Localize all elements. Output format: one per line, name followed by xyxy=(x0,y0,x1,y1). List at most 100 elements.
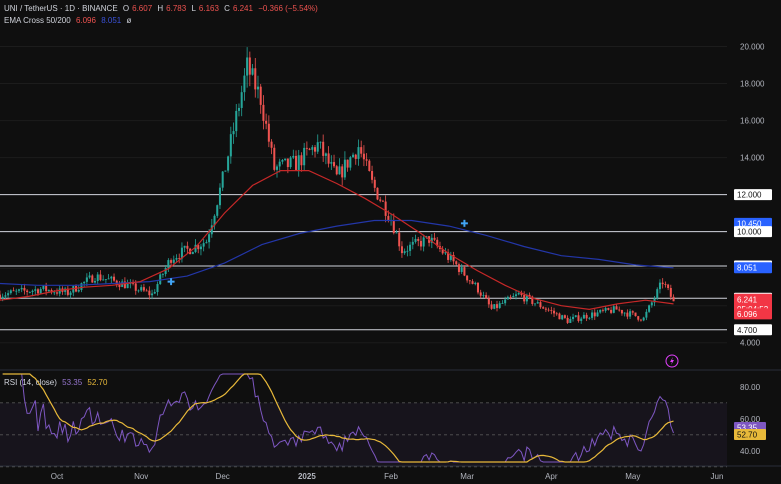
candle-body xyxy=(39,288,42,294)
candle-body xyxy=(457,264,460,272)
candle-body xyxy=(338,166,341,175)
candle-body xyxy=(398,232,401,247)
candle-body xyxy=(645,311,648,318)
candle-body xyxy=(487,298,490,305)
price-tag-0 xyxy=(734,189,772,201)
candle-body xyxy=(91,275,94,283)
candle-body xyxy=(153,291,156,294)
candle-body xyxy=(563,315,566,318)
candle-body xyxy=(210,225,213,235)
candle-body xyxy=(520,293,523,295)
candle-body xyxy=(47,290,50,292)
candle-body xyxy=(648,305,651,312)
candle-body xyxy=(474,282,477,284)
candle-body xyxy=(251,68,254,75)
candle-body xyxy=(476,282,480,293)
candle-body xyxy=(430,237,433,243)
low-value: 6.163 xyxy=(198,4,219,13)
candle-body xyxy=(4,295,7,297)
candle-body xyxy=(650,302,653,306)
ema-200-line xyxy=(0,219,674,286)
candle-body xyxy=(615,306,618,310)
candle-body xyxy=(191,251,194,255)
candle-body xyxy=(322,141,325,156)
candle-body xyxy=(275,166,279,170)
candle-body xyxy=(159,274,162,285)
candle-body xyxy=(362,153,365,160)
candle-body xyxy=(379,199,382,201)
high-label: H xyxy=(157,4,164,13)
candle-body xyxy=(501,303,504,305)
candle-body xyxy=(85,277,88,282)
candle-body xyxy=(664,284,667,285)
candle-body xyxy=(28,292,31,293)
candle-body xyxy=(259,86,262,105)
candle-body xyxy=(455,261,458,265)
candle-body xyxy=(403,251,406,254)
time-tick-label-3: 2025 xyxy=(298,472,316,481)
candle-body xyxy=(102,279,105,281)
candle-body xyxy=(547,309,550,311)
candle-body xyxy=(335,166,338,175)
candle-body xyxy=(607,308,610,310)
price-tick-label-0: 4.000 xyxy=(740,339,761,348)
candle-body xyxy=(381,200,384,202)
candle-body xyxy=(216,205,219,216)
candle-body xyxy=(94,281,97,283)
symbol-legend: UNI / TetherUS · 1D · BINANCE O 6.607 H 6.… xyxy=(4,4,321,14)
time-tick-label-1: Nov xyxy=(134,472,148,481)
candle-body xyxy=(237,107,240,111)
candle-body xyxy=(653,298,656,303)
ema-slow-value: 8.051 xyxy=(101,16,122,25)
candle-body xyxy=(343,159,346,178)
price-tag-label-4: 8.051 xyxy=(737,264,758,273)
price-tag-label-1: 10.450 xyxy=(737,219,762,228)
candle-body xyxy=(667,284,670,288)
candle-body xyxy=(352,154,355,158)
rsi-legend[interactable]: RSI (14, close) 53.35 52.70 xyxy=(4,378,110,388)
symbol-title: UNI / TetherUS · 1D · BINANCE xyxy=(4,4,118,13)
ema-label: EMA Cross 50/200 xyxy=(4,16,71,25)
candle-body xyxy=(634,312,637,317)
candle-body xyxy=(294,155,298,170)
rsi-tick-label-2: 80.00 xyxy=(740,383,761,392)
candle-body xyxy=(140,287,143,291)
candle-body xyxy=(227,156,230,171)
candle-body xyxy=(161,273,164,275)
ema-legend[interactable]: EMA Cross 50/200 6.096 8.051 ø xyxy=(4,16,134,26)
candle-body xyxy=(333,162,336,167)
lightning-icon xyxy=(665,354,679,368)
candle-body xyxy=(360,147,363,154)
hidden-eye-icon[interactable]: ø xyxy=(126,16,132,25)
rsi-ma-line xyxy=(2,373,674,463)
candle-body xyxy=(45,285,48,292)
candle-body xyxy=(376,187,379,200)
candle-body xyxy=(20,287,23,290)
candle-body xyxy=(134,283,137,291)
candle-body xyxy=(523,294,526,302)
candle-body xyxy=(572,316,575,319)
candle-body xyxy=(303,147,306,166)
candle-body xyxy=(96,274,99,282)
candle-body xyxy=(246,57,249,76)
candle-body xyxy=(577,315,580,321)
candle-body xyxy=(267,123,270,142)
price-tag-label-6: 6.241 xyxy=(737,295,758,304)
candle-body xyxy=(297,155,300,170)
candle-body xyxy=(36,289,40,294)
rsi-value: 53.35 xyxy=(62,378,83,387)
close-label: C xyxy=(224,4,230,13)
candle-body xyxy=(371,171,374,180)
price-tick-label-7: 18.000 xyxy=(740,80,765,89)
candle-body xyxy=(585,314,588,319)
candle-body xyxy=(514,294,518,296)
candle-body xyxy=(305,147,308,149)
candles-group xyxy=(0,47,675,324)
candle-body xyxy=(365,159,368,161)
candle-body xyxy=(580,318,583,321)
candle-body xyxy=(544,308,547,310)
time-tick-label-7: May xyxy=(625,472,640,481)
candle-body xyxy=(270,141,273,148)
